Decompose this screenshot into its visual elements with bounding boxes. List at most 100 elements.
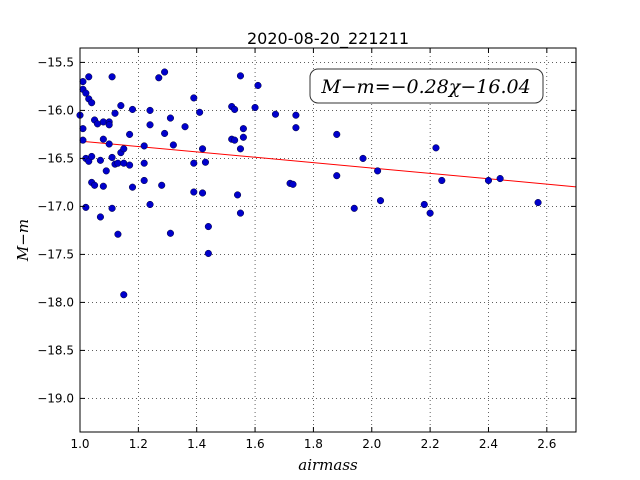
data-point: [117, 102, 125, 110]
data-point: [534, 199, 542, 207]
data-point: [350, 204, 358, 212]
data-point: [120, 145, 128, 153]
x-tick-label: 1.6: [246, 437, 265, 451]
x-tick-label: 1.8: [304, 437, 323, 451]
data-point: [79, 136, 87, 144]
data-point: [82, 89, 90, 97]
data-point: [236, 145, 245, 153]
x-tick-labels: 1.0 1.2 1.4 1.6 1.8 2.0 2.2 2.4 2.6: [70, 437, 556, 451]
data-point: [289, 180, 297, 188]
data-point: [146, 106, 154, 114]
data-point: [239, 125, 247, 133]
data-point: [108, 204, 116, 212]
data-point: [169, 141, 177, 149]
x-tick-label: 1.4: [187, 437, 206, 451]
data-points: [76, 68, 542, 299]
data-point: [204, 223, 212, 231]
y-axis-label: M−m: [14, 219, 32, 262]
data-point: [146, 200, 154, 209]
axis-ticks: [79, 48, 576, 432]
data-point: [333, 172, 341, 180]
data-point: [108, 153, 116, 161]
y-tick-label: −15.5: [37, 55, 74, 69]
data-point: [166, 114, 174, 122]
data-point: [108, 73, 116, 81]
data-point: [140, 142, 148, 150]
data-point: [102, 167, 110, 175]
data-point: [99, 135, 107, 143]
data-point: [166, 229, 174, 237]
data-point: [128, 105, 137, 113]
data-point: [111, 109, 119, 117]
data-point: [190, 188, 198, 196]
x-tick-label: 2.6: [537, 437, 556, 451]
data-point: [128, 183, 137, 191]
data-point: [231, 136, 239, 144]
x-axis-label: airmass: [298, 456, 358, 474]
data-point: [140, 176, 148, 185]
data-point: [105, 140, 113, 148]
data-point: [161, 68, 169, 76]
y-tick-labels: −15.5 −16.0 −16.5 −17.0 −17.5 −18.0 −18.5 −19.0: [37, 55, 74, 405]
data-point: [376, 197, 385, 205]
y-tick-label: −16.0: [37, 103, 74, 117]
data-point: [426, 209, 434, 217]
data-point: [198, 145, 207, 153]
fit-line: [79, 140, 577, 188]
data-point: [251, 103, 259, 112]
data-point: [236, 209, 245, 217]
y-tick-label: −16.5: [37, 151, 74, 165]
data-point: [120, 291, 128, 299]
annotation-box: [309, 68, 544, 104]
data-point: [114, 230, 122, 238]
data-point: [484, 176, 493, 185]
fit-line-group: [79, 140, 577, 188]
data-point: [88, 99, 96, 107]
data-point: [88, 152, 96, 161]
x-tick-label: 1.2: [129, 437, 148, 451]
x-tick-label: 2.4: [479, 437, 498, 451]
data-point: [82, 203, 90, 211]
data-point: [91, 181, 99, 189]
y-tick-label: −18.0: [37, 295, 74, 309]
data-point: [292, 111, 300, 119]
data-point: [146, 121, 154, 129]
data-point: [292, 124, 300, 132]
data-point: [359, 154, 367, 162]
data-point: [271, 110, 280, 118]
data-point: [190, 94, 198, 102]
data-point: [190, 159, 198, 167]
data-point: [374, 167, 382, 175]
data-point: [198, 189, 207, 197]
data-point: [99, 182, 107, 190]
x-tick-label: 1.0: [70, 437, 89, 451]
chart-title: 2020-08-20_221211: [247, 29, 409, 49]
data-point: [254, 81, 262, 89]
data-point: [155, 74, 163, 82]
x-tick-label: 2.0: [362, 437, 381, 451]
data-point: [181, 123, 189, 131]
data-point: [79, 78, 87, 86]
data-point: [420, 200, 428, 209]
data-point: [231, 105, 239, 113]
data-point: [161, 129, 169, 137]
data-point: [85, 73, 93, 81]
data-point: [126, 130, 134, 138]
data-point: [158, 181, 166, 189]
data-point: [236, 72, 245, 80]
y-tick-label: −17.0: [37, 199, 74, 213]
data-point: [333, 130, 341, 138]
y-tick-label: −19.0: [37, 391, 74, 405]
data-point: [438, 176, 446, 185]
fit-annotation: M−m=−0.28χ−16.04: [309, 68, 544, 104]
y-tick-label: −17.5: [37, 247, 74, 261]
data-point: [140, 159, 148, 167]
data-point: [96, 156, 104, 164]
plot-frame: [79, 47, 577, 433]
x-tick-label: 2.2: [421, 437, 440, 451]
data-point: [105, 121, 113, 129]
data-point: [432, 144, 440, 152]
data-point: [204, 249, 212, 257]
data-point: [201, 158, 210, 166]
